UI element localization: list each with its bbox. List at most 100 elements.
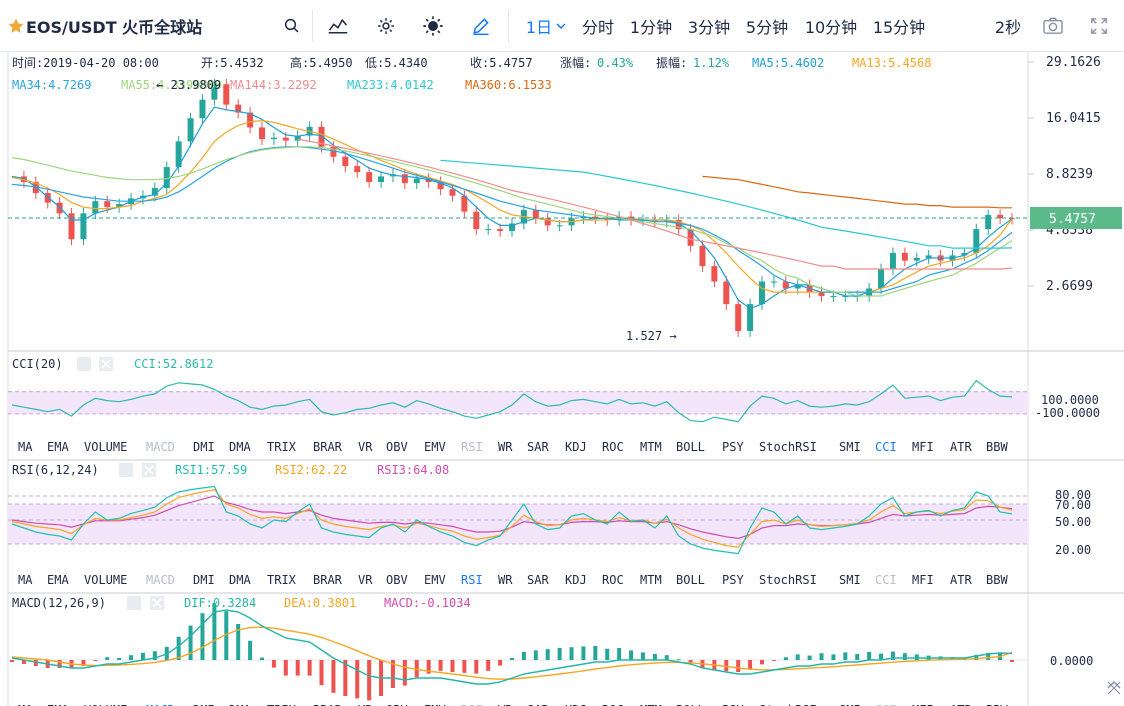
indicator-tab-emv[interactable]: EMV <box>424 703 446 706</box>
indicator-tab-macd[interactable]: MACD <box>146 440 175 454</box>
indicator-tab-stochrsi[interactable]: StochRSI <box>759 440 817 454</box>
indicator-tab-sar[interactable]: SAR <box>527 703 549 706</box>
refresh-rate[interactable]: 2秒 <box>994 18 1022 37</box>
collapse-icon[interactable] <box>1107 680 1121 695</box>
settings-icon[interactable] <box>373 0 399 52</box>
indicator-tab-psy[interactable]: PSY <box>722 703 744 706</box>
indicator-tab-kdj[interactable]: KDJ <box>565 703 587 706</box>
camera-icon[interactable] <box>1040 0 1066 52</box>
macd-histogram-bar <box>21 660 26 664</box>
rsi-label: RSI(6,12,24) <box>12 463 99 477</box>
indicator-tab-trix[interactable]: TRIX <box>267 573 297 587</box>
indicator-tab-kdj[interactable]: KDJ <box>565 573 587 587</box>
interval-15m[interactable]: 15分钟 <box>872 18 926 37</box>
indicator-tab-boll[interactable]: BOLL <box>676 440 705 454</box>
indicator-tab-bbw[interactable]: BBW <box>986 703 1008 706</box>
indicator-tab-obv[interactable]: OBV <box>386 440 408 454</box>
macd-histogram-bar <box>260 657 264 660</box>
indicator-tab-obv[interactable]: OBV <box>386 703 408 706</box>
indicator-tab-roc[interactable]: ROC <box>602 703 624 706</box>
indicator-tab-ma[interactable]: MA <box>18 703 33 706</box>
indicator-tab-trix[interactable]: TRIX <box>267 440 297 454</box>
theme-sun-icon[interactable] <box>420 0 446 52</box>
indicator-tab-volume[interactable]: VOLUME <box>84 573 127 587</box>
indicator-tab-brar[interactable]: BRAR <box>313 573 343 587</box>
indicator-tab-ema[interactable]: EMA <box>47 440 69 454</box>
indicator-tab-atr[interactable]: ATR <box>950 573 972 587</box>
indicator-tab-wr[interactable]: WR <box>498 573 513 587</box>
indicator-tab-vr[interactable]: VR <box>358 703 373 706</box>
indicator-tab-volume[interactable]: VOLUME <box>84 440 127 454</box>
indicator-tab-ema[interactable]: EMA <box>47 573 69 587</box>
indicator-tab-dma[interactable]: DMA <box>229 440 251 454</box>
interval-1d[interactable]: 1日 <box>524 0 568 52</box>
search-icon[interactable] <box>280 0 304 52</box>
indicator-tab-rsi[interactable]: RSI <box>461 703 483 706</box>
indicator-tab-ma[interactable]: MA <box>18 573 33 587</box>
indicator-tab-ma[interactable]: MA <box>18 440 33 454</box>
indicator-tab-macd[interactable]: MACD <box>146 573 175 587</box>
indicator-tab-wr[interactable]: WR <box>498 703 513 706</box>
interval-1m[interactable]: 1分钟 <box>629 18 673 37</box>
indicator-tab-emv[interactable]: EMV <box>424 440 446 454</box>
indicator-tab-trix[interactable]: TRIX <box>267 703 297 706</box>
star-icon[interactable] <box>6 0 26 52</box>
indicator-tab-vr[interactable]: VR <box>358 440 373 454</box>
rsi-settings-icon[interactable] <box>119 463 133 477</box>
candle-body <box>544 218 551 226</box>
indicator-tab-smi[interactable]: SMI <box>839 440 861 454</box>
indicator-tab-brar[interactable]: BRAR <box>313 703 343 706</box>
indicator-tab-emv[interactable]: EMV <box>424 573 446 587</box>
indicator-tab-volume[interactable]: VOLUME <box>84 703 127 706</box>
indicator-tab-rsi[interactable]: RSI <box>461 573 483 587</box>
indicator-tab-brar[interactable]: BRAR <box>313 440 343 454</box>
indicator-tab-dmi[interactable]: DMI <box>193 573 215 587</box>
indicator-tab-vr[interactable]: VR <box>358 573 373 587</box>
fullscreen-icon[interactable] <box>1087 0 1111 52</box>
indicator-tab-bbw[interactable]: BBW <box>986 440 1008 454</box>
indicator-tab-dmi[interactable]: DMI <box>193 703 215 706</box>
indicator-tab-sar[interactable]: SAR <box>527 573 549 587</box>
interval-3m[interactable]: 3分钟 <box>687 18 731 37</box>
indicator-tab-mfi[interactable]: MFI <box>912 440 934 454</box>
cci-settings-icon[interactable] <box>77 357 91 371</box>
indicator-tab-rsi[interactable]: RSI <box>461 440 483 454</box>
kline-chart[interactable]: 时间:2019-04-20 08:00 开:5.4532 高:5.4950 低:… <box>0 52 1124 706</box>
indicator-tab-smi[interactable]: SMI <box>839 703 861 706</box>
indicator-tab-stochrsi[interactable]: StochRSI <box>759 703 817 706</box>
indicator-tab-cci[interactable]: CCI <box>875 440 897 454</box>
interval-5m[interactable]: 5分钟 <box>745 18 789 37</box>
indicator-tab-atr[interactable]: ATR <box>950 703 972 706</box>
indicator-tab-macd[interactable]: MACD <box>146 703 175 706</box>
interval-timeshare[interactable]: 分时 <box>581 18 614 37</box>
indicator-tab-cci[interactable]: CCI <box>875 573 897 587</box>
indicator-tab-bbw[interactable]: BBW <box>986 573 1008 587</box>
indicator-tab-sar[interactable]: SAR <box>527 440 549 454</box>
indicator-tab-mtm[interactable]: MTM <box>640 703 662 706</box>
indicator-tab-mfi[interactable]: MFI <box>912 573 934 587</box>
indicator-tab-mfi[interactable]: MFI <box>912 703 934 706</box>
indicator-tab-psy[interactable]: PSY <box>722 573 744 587</box>
indicator-tab-roc[interactable]: ROC <box>602 573 624 587</box>
indicator-tab-mtm[interactable]: MTM <box>640 573 662 587</box>
indicator-tab-roc[interactable]: ROC <box>602 440 624 454</box>
indicator-tab-psy[interactable]: PSY <box>722 440 744 454</box>
indicator-tab-dma[interactable]: DMA <box>229 703 251 706</box>
indicator-tab-boll[interactable]: BOLL <box>676 573 705 587</box>
indicator-tab-ema[interactable]: EMA <box>47 703 69 706</box>
indicator-tab-stochrsi[interactable]: StochRSI <box>759 573 817 587</box>
interval-10m[interactable]: 10分钟 <box>804 18 858 37</box>
indicator-tab-cci[interactable]: CCI <box>875 703 897 706</box>
indicator-tab-wr[interactable]: WR <box>498 440 513 454</box>
indicator-tab-kdj[interactable]: KDJ <box>565 440 587 454</box>
indicator-icon[interactable] <box>325 0 351 52</box>
indicator-tab-dma[interactable]: DMA <box>229 573 251 587</box>
indicator-tab-obv[interactable]: OBV <box>386 573 408 587</box>
indicator-tab-smi[interactable]: SMI <box>839 573 861 587</box>
macd-settings-icon[interactable] <box>127 596 141 610</box>
indicator-tab-mtm[interactable]: MTM <box>640 440 662 454</box>
indicator-tab-atr[interactable]: ATR <box>950 440 972 454</box>
draw-pen-icon[interactable] <box>468 0 494 52</box>
indicator-tab-boll[interactable]: BOLL <box>676 703 705 706</box>
indicator-tab-dmi[interactable]: DMI <box>193 440 215 454</box>
